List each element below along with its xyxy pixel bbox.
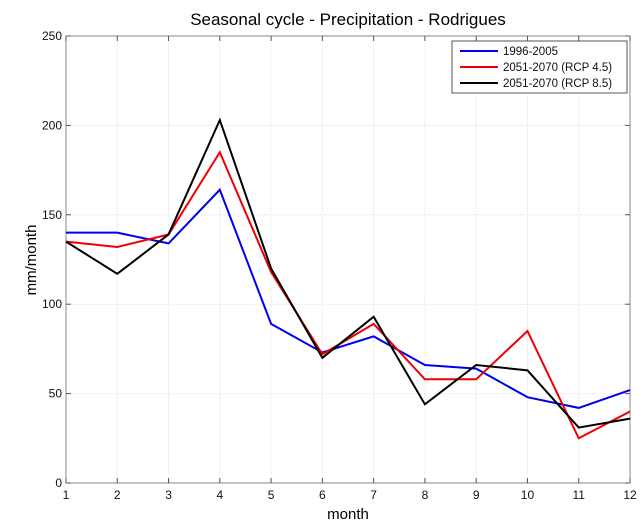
x-tick-label: 5 (268, 488, 275, 502)
legend-label-1: 1996-2005 (503, 46, 558, 58)
series-line-3 (65, 117, 631, 429)
legend: 1996-2005 2051-2070 (RCP 4.5) 2051-2070 (R… (451, 40, 628, 94)
y-tick-label: 250 (42, 29, 62, 43)
plot-area (65, 35, 631, 484)
y-tick-label: 50 (49, 387, 63, 401)
y-tick-label: 150 (42, 208, 62, 222)
y-tick-label: 0 (55, 476, 62, 490)
grid (66, 36, 630, 483)
x-tick-label: 3 (165, 488, 172, 502)
x-tick-label: 6 (319, 488, 326, 502)
y-tick-label: 200 (42, 118, 62, 132)
x-tick-label: 2 (114, 488, 121, 502)
legend-label-2: 2051-2070 (RCP 4.5) (503, 62, 612, 74)
x-tick-label: 12 (623, 488, 637, 502)
legend-label-3: 2051-2070 (RCP 8.5) (503, 78, 612, 90)
x-axis-label: month (327, 506, 369, 523)
series-line-2 (65, 150, 631, 440)
x-tick-label: 11 (572, 488, 585, 502)
y-axis-label: mm/month (23, 225, 40, 296)
x-tick-label: 4 (216, 488, 223, 502)
x-tick-labels: 1 2 3 4 5 6 7 8 9 10 11 12 (63, 488, 637, 502)
x-tick-label: 1 (63, 488, 70, 502)
series-lines (65, 117, 631, 440)
chart-title: Seasonal cycle - Precipitation - Rodrigu… (190, 10, 506, 29)
x-tick-label: 10 (521, 488, 535, 502)
x-tick-label: 9 (473, 488, 480, 502)
x-tick-label: 8 (422, 488, 429, 502)
y-tick-label: 100 (42, 297, 62, 311)
series-line-1 (66, 187, 631, 409)
y-tick-labels: 0 50 100 150 200 250 (42, 29, 62, 490)
x-tick-label: 7 (370, 488, 377, 502)
axis-ticks (65, 35, 631, 484)
